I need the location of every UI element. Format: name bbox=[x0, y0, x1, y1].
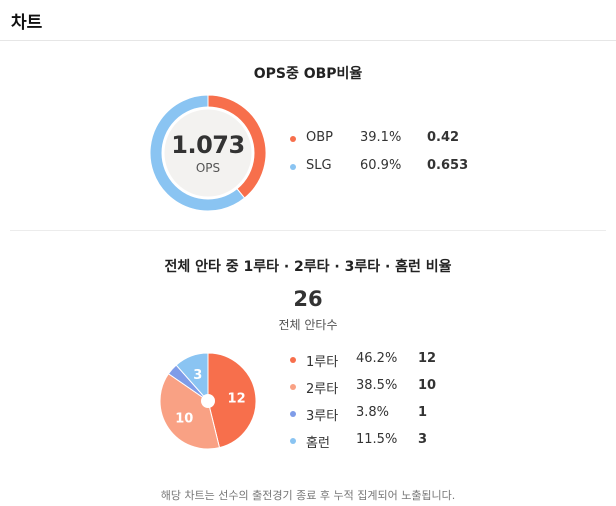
pie-slice-single bbox=[207, 352, 257, 449]
legend-value: 1 bbox=[418, 405, 428, 420]
pie-label-double: 10 bbox=[175, 411, 193, 426]
pie-label-homerun: 3 bbox=[193, 368, 202, 383]
legend-value: 0.653 bbox=[427, 158, 469, 173]
legend-percent: 11.5% bbox=[356, 432, 398, 447]
legend-value: 10 bbox=[418, 378, 437, 393]
section-divider bbox=[10, 230, 606, 231]
legend-percent: 60.9% bbox=[360, 158, 402, 173]
legend-dot bbox=[290, 438, 296, 444]
hits-section-title: 전체 안타 중 1루타 · 2루타 · 3루타 · 홈런 비율 bbox=[164, 259, 452, 275]
legend-item-obp: OBP 39.1% 0.42 bbox=[290, 129, 480, 149]
donut-center-disc bbox=[161, 106, 255, 200]
page-title: 차트 bbox=[11, 13, 43, 33]
legend-name: 2루타 bbox=[306, 382, 339, 397]
legend-percent: 38.5% bbox=[356, 378, 398, 393]
legend-dot bbox=[290, 136, 296, 142]
legend-dot bbox=[290, 411, 296, 417]
legend-name: SLG bbox=[306, 158, 332, 173]
legend-value: 0.42 bbox=[427, 130, 460, 145]
legend-dot bbox=[290, 384, 296, 390]
ops-center-label: OPS bbox=[195, 161, 221, 175]
legend-percent: 39.1% bbox=[360, 130, 402, 145]
legend-name: 3루타 bbox=[306, 409, 339, 424]
total-hits-label: 전체 안타수 bbox=[278, 318, 338, 332]
legend-item-homerun: 홈런 11.5% 3 bbox=[290, 431, 450, 451]
legend-item-triple: 3루타 3.8% 1 bbox=[290, 404, 450, 424]
legend-dot bbox=[290, 357, 296, 363]
ops-center-value: 1.073 bbox=[171, 131, 245, 159]
legend-item-double: 2루타 38.5% 10 bbox=[290, 377, 450, 397]
pie-label-single: 12 bbox=[228, 392, 246, 407]
ops-section-title: OPS중 OBP비율 bbox=[253, 66, 363, 82]
pie-center-hole bbox=[201, 394, 215, 408]
legend-value: 3 bbox=[418, 432, 428, 447]
legend-value: 12 bbox=[418, 351, 437, 366]
pie-slice-double bbox=[159, 373, 221, 450]
chart-header: 차트 bbox=[0, 0, 616, 41]
legend-name: 홈런 bbox=[306, 436, 330, 451]
legend-name: 1루타 bbox=[306, 355, 339, 370]
footer-note: 해당 차트는 선수의 출전경기 종료 후 누적 집계되어 노출됩니다. bbox=[160, 489, 456, 502]
legend-dot bbox=[290, 164, 296, 170]
legend-item-slg: SLG 60.9% 0.653 bbox=[290, 157, 480, 177]
pie-slice-homerun bbox=[175, 352, 209, 403]
legend-item-single: 1루타 46.2% 12 bbox=[290, 350, 450, 370]
legend-percent: 46.2% bbox=[356, 351, 398, 366]
total-hits-value: 26 bbox=[293, 287, 323, 311]
ops-donut-chart bbox=[150, 95, 266, 211]
legend-name: OBP bbox=[306, 130, 333, 145]
hits-pie-chart: 12 10 3 bbox=[159, 352, 257, 450]
legend-percent: 3.8% bbox=[356, 405, 390, 420]
